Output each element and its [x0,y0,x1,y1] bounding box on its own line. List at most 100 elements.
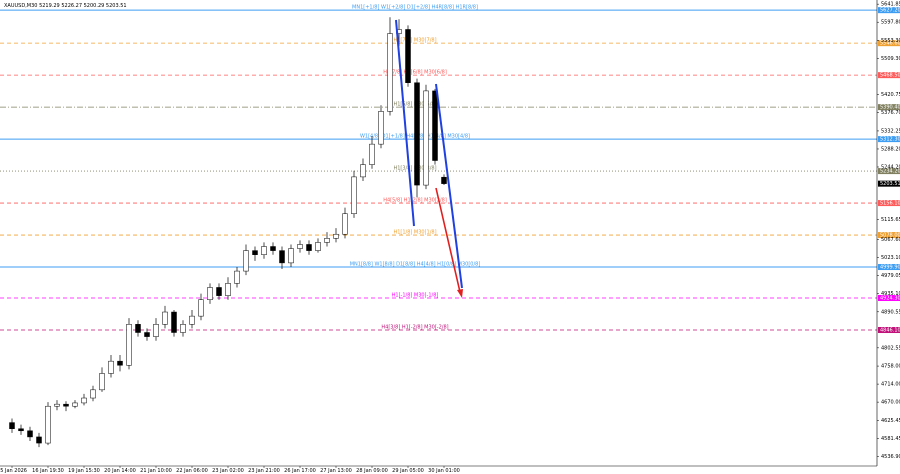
y-tick-label: 4714.00 [881,382,900,388]
candle-body [369,143,375,165]
candle-body [36,436,42,444]
candle-body [423,90,429,186]
price-box [878,72,900,79]
candle-body [288,248,294,264]
candle-body [414,82,420,186]
candle-body [90,389,96,399]
y-tick-label: 5067.60 [881,237,900,243]
price-box [878,168,900,175]
y-tick-label: 4758.00 [881,364,900,370]
y-tick-label: 5115.65 [881,217,900,223]
y-tick-label: 5332.25 [881,128,900,134]
y-tick-label: 4935.10 [881,291,900,297]
price-box-label: 4924.30 [880,295,900,301]
candle-body [81,397,87,404]
x-tick-label: 22 Jan 06:00 [176,468,208,474]
price-box-label: 5468.50 [880,73,900,79]
candle-body [252,250,258,255]
y-tick-label: 4536.90 [881,454,900,460]
price-box [878,232,900,239]
candle-body [333,233,339,239]
level-name: MN1[+1/8] W1[+2/8] D1[+2/8] H4R[8/8] H1R… [352,5,478,11]
candle-body [198,299,204,317]
level-name: H4[5/8] H1[2/8] M30[2/8] [383,198,447,204]
price-box-label: 5234.20 [880,169,900,175]
candle-body [351,176,357,215]
x-tick-label: 23 Jan 02:00 [212,468,244,474]
x-tick-label: 20 Jan 14:00 [104,468,136,474]
candle-body [225,283,231,296]
price-box [878,327,900,334]
candles [9,17,447,448]
candle-body [72,402,78,407]
candle-body [279,250,285,264]
candle-body [306,244,312,251]
price-box-label: 5390.40 [880,105,900,111]
x-tick-label: 21 Jan 10:00 [140,468,172,474]
price-box [878,7,900,14]
ohlc-close: 5203.51 [106,3,127,9]
y-tick-label: 5553.30 [881,38,900,44]
candle-body [315,242,321,251]
x-tick-label: 16 Jan 19:30 [32,468,64,474]
level-name: H4[7/8] H1[6/8] M30[6/8] [383,70,447,76]
y-tick-label: 4802.55 [881,345,900,351]
level-name: H1[1/8] M30[1/8] [393,230,436,236]
y-tick-label: 4581.45 [881,436,900,442]
y-tick-label: 5244.20 [881,164,900,170]
price-box [878,136,900,143]
y-tick-label: 5509.30 [881,56,900,62]
symbol-name: XAUUSD,M30 [4,3,37,9]
y-tick-label: 4625.45 [881,418,900,424]
candle-body [108,360,114,374]
current-price-label: 5203.51 [880,181,900,187]
price-box-label: 5627.20 [880,8,900,14]
candle-body [324,238,330,243]
x-tick-label: 28 Jan 09:00 [356,468,388,474]
price-box-label: 5546.60 [880,41,900,47]
candle-body [261,246,267,255]
y-tick-label: 5420.75 [881,92,900,98]
y-tick-label: 4979.05 [881,273,900,279]
candle-body [405,29,411,83]
y-tick-label: 5023.10 [881,255,900,261]
price-box-label: 4846.10 [880,328,900,334]
candle-body [135,324,141,333]
y-tick-label: 5597.80 [881,20,900,26]
candle-body [270,246,276,251]
candle-body [243,250,249,272]
trend-line [395,19,415,227]
candle-body [99,373,105,391]
candle-body [45,405,51,444]
price-box-label: 5312.30 [880,137,900,143]
candle-body [432,90,438,161]
candle-body [441,176,447,184]
candle-body [54,403,60,407]
candle-body [180,324,186,333]
level-name: H1[7/8] M30[7/8] [393,38,436,44]
candle-body [27,430,33,438]
candle-body [207,287,213,300]
current-price-box [878,180,900,187]
candle-body [144,332,150,337]
trend-line [435,83,463,289]
x-tick-label: 23 Jan 21:00 [248,468,280,474]
candle-body [126,324,132,366]
level-name: H4[3/8] H1[-2/8] M30[-2/8] [381,325,448,331]
price-box [878,104,900,111]
candle-body [9,422,15,429]
levels: MN1[+1/8] W1[+2/8] D1[+2/8] H4R[8/8] H1R… [0,5,900,334]
candle-body [189,315,195,325]
candle-body [297,244,303,249]
candle-body [153,324,159,337]
x-tick-label: 30 Jan 01:00 [428,468,460,474]
y-tick-label: 5288.20 [881,146,900,152]
level-name: MN1[8/8] W1[8/8] D1[8/8] H4[4/8] H1[0/8]… [350,262,481,268]
y-tick-label: 4670.00 [881,400,900,406]
candle-body [234,270,240,284]
ohlc-open: 5219.29 [39,3,60,9]
candle-body [360,164,366,178]
candle-body [378,111,384,145]
